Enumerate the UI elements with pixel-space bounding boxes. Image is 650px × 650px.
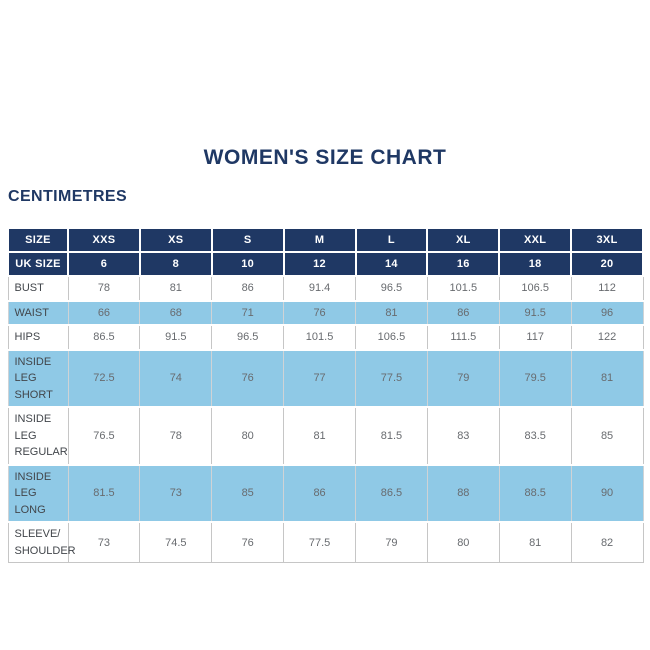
- page-title: WOMEN'S SIZE CHART: [203, 146, 447, 169]
- cell-value: 85: [211, 463, 285, 523]
- uk-size-value: 8: [138, 251, 213, 277]
- size-chart-table: SIZE XXS XS S M L XL XXL 3XL UK SIZE 6 8 10 12 14 16 18 2…: [7, 227, 644, 563]
- uk-size-value: 6: [67, 251, 141, 277]
- cell-value: 81.5: [355, 406, 428, 465]
- uk-size-header-row: UK SIZE 6 8 10 12 14 16 18 20: [7, 251, 644, 277]
- cell-value: 78: [139, 406, 213, 465]
- cell-value: 81: [570, 348, 644, 408]
- cell-value: 68: [139, 299, 213, 326]
- uk-size-value: 10: [210, 251, 285, 277]
- uk-size-value: 20: [570, 251, 644, 277]
- cell-value: 96.5: [355, 275, 428, 301]
- cell-value: 106.5: [355, 324, 428, 350]
- cell-value: 76: [211, 348, 285, 408]
- table-row: INSIDE LEG SHORT 72.5 74 76 77 77.5 79 79.5 81: [7, 348, 644, 408]
- cell-value: 73: [139, 463, 213, 523]
- size-chart-body: BUST 78 81 86 91.4 96.5 101.5 106.5 112 WAIST 66 68…: [7, 275, 644, 563]
- cell-value: 91.5: [498, 299, 572, 326]
- cell-value: 81: [283, 406, 356, 465]
- cell-value: 76: [283, 299, 356, 326]
- cell-value: 74.5: [139, 521, 213, 563]
- cell-value: 74: [139, 348, 213, 408]
- cell-value: 112: [570, 275, 644, 301]
- cell-value: 96.5: [211, 324, 285, 350]
- size-column-header: 3XL: [570, 227, 644, 253]
- row-label: WAIST: [7, 299, 69, 326]
- table-row: WAIST 66 68 71 76 81 86 91.5 96: [7, 299, 644, 326]
- uk-size-value: 14: [354, 251, 429, 277]
- size-chart-head: SIZE XXS XS S M L XL XXL 3XL UK SIZE 6 8 10 12 14 16 18 2…: [7, 227, 644, 277]
- cell-value: 76.5: [67, 406, 141, 465]
- units-heading: CENTIMETRES: [8, 188, 128, 205]
- cell-value: 81: [498, 521, 572, 563]
- cell-value: 77: [283, 348, 356, 408]
- cell-value: 122: [570, 324, 644, 350]
- cell-value: 72.5: [67, 348, 141, 408]
- cell-value: 81: [355, 299, 428, 326]
- cell-value: 101.5: [283, 324, 356, 350]
- size-column-header: S: [210, 227, 285, 253]
- row-label: INSIDE LEG SHORT: [7, 348, 69, 408]
- cell-value: 77.5: [283, 521, 356, 563]
- cell-value: 79: [426, 348, 500, 408]
- cell-value: 77.5: [355, 348, 428, 408]
- cell-value: 66: [67, 299, 141, 326]
- cell-value: 78: [67, 275, 141, 301]
- cell-value: 81: [139, 275, 213, 301]
- cell-value: 76: [211, 521, 285, 563]
- cell-value: 71: [211, 299, 285, 326]
- cell-value: 101.5: [426, 275, 500, 301]
- cell-value: 80: [211, 406, 285, 465]
- cell-value: 79.5: [498, 348, 572, 408]
- cell-value: 73: [67, 521, 141, 563]
- cell-value: 82: [570, 521, 644, 563]
- cell-value: 91.5: [139, 324, 213, 350]
- cell-value: 117: [498, 324, 572, 350]
- cell-value: 111.5: [426, 324, 500, 350]
- header-row-label: SIZE: [7, 227, 69, 253]
- cell-value: 88.5: [498, 463, 572, 523]
- cell-value: 86: [211, 275, 285, 301]
- size-column-header: XXL: [498, 227, 573, 253]
- uk-size-value: 18: [498, 251, 573, 277]
- cell-value: 88: [426, 463, 500, 523]
- cell-value: 86.5: [67, 324, 141, 350]
- table-row: INSIDE LEG LONG 81.5 73 85 86 86.5 88 88.5 90: [7, 463, 644, 523]
- table-row: HIPS 86.5 91.5 96.5 101.5 106.5 111.5 117 122: [7, 324, 644, 350]
- size-column-header: XS: [138, 227, 213, 253]
- size-column-header: M: [282, 227, 357, 253]
- row-label: INSIDE LEG REGULAR: [7, 406, 69, 465]
- uk-size-value: 16: [426, 251, 501, 277]
- row-label: HIPS: [7, 324, 69, 350]
- cell-value: 80: [426, 521, 500, 563]
- size-column-header: XL: [426, 227, 501, 253]
- cell-value: 83: [426, 406, 500, 465]
- size-column-header: L: [354, 227, 429, 253]
- cell-value: 106.5: [498, 275, 572, 301]
- cell-value: 83.5: [498, 406, 572, 465]
- cell-value: 91.4: [283, 275, 356, 301]
- table-row: SLEEVE/ SHOULDER 73 74.5 76 77.5 79 80 81 82: [7, 521, 644, 563]
- cell-value: 90: [570, 463, 644, 523]
- cell-value: 86.5: [355, 463, 428, 523]
- cell-value: 85: [570, 406, 644, 465]
- row-label: INSIDE LEG LONG: [7, 463, 69, 523]
- size-header-row: SIZE XXS XS S M L XL XXL 3XL: [7, 227, 644, 253]
- row-label: BUST: [7, 275, 69, 301]
- cell-value: 81.5: [67, 463, 141, 523]
- size-column-header: XXS: [67, 227, 141, 253]
- table-row: BUST 78 81 86 91.4 96.5 101.5 106.5 112: [7, 275, 644, 301]
- header-row-label: UK SIZE: [7, 251, 69, 277]
- cell-value: 86: [283, 463, 356, 523]
- row-label: SLEEVE/ SHOULDER: [7, 521, 76, 563]
- table-row: INSIDE LEG REGULAR 76.5 78 80 81 81.5 83 83.5 85: [7, 406, 644, 465]
- uk-size-value: 12: [282, 251, 357, 277]
- cell-value: 86: [426, 299, 500, 326]
- cell-value: 96: [570, 299, 644, 326]
- cell-value: 79: [355, 521, 428, 563]
